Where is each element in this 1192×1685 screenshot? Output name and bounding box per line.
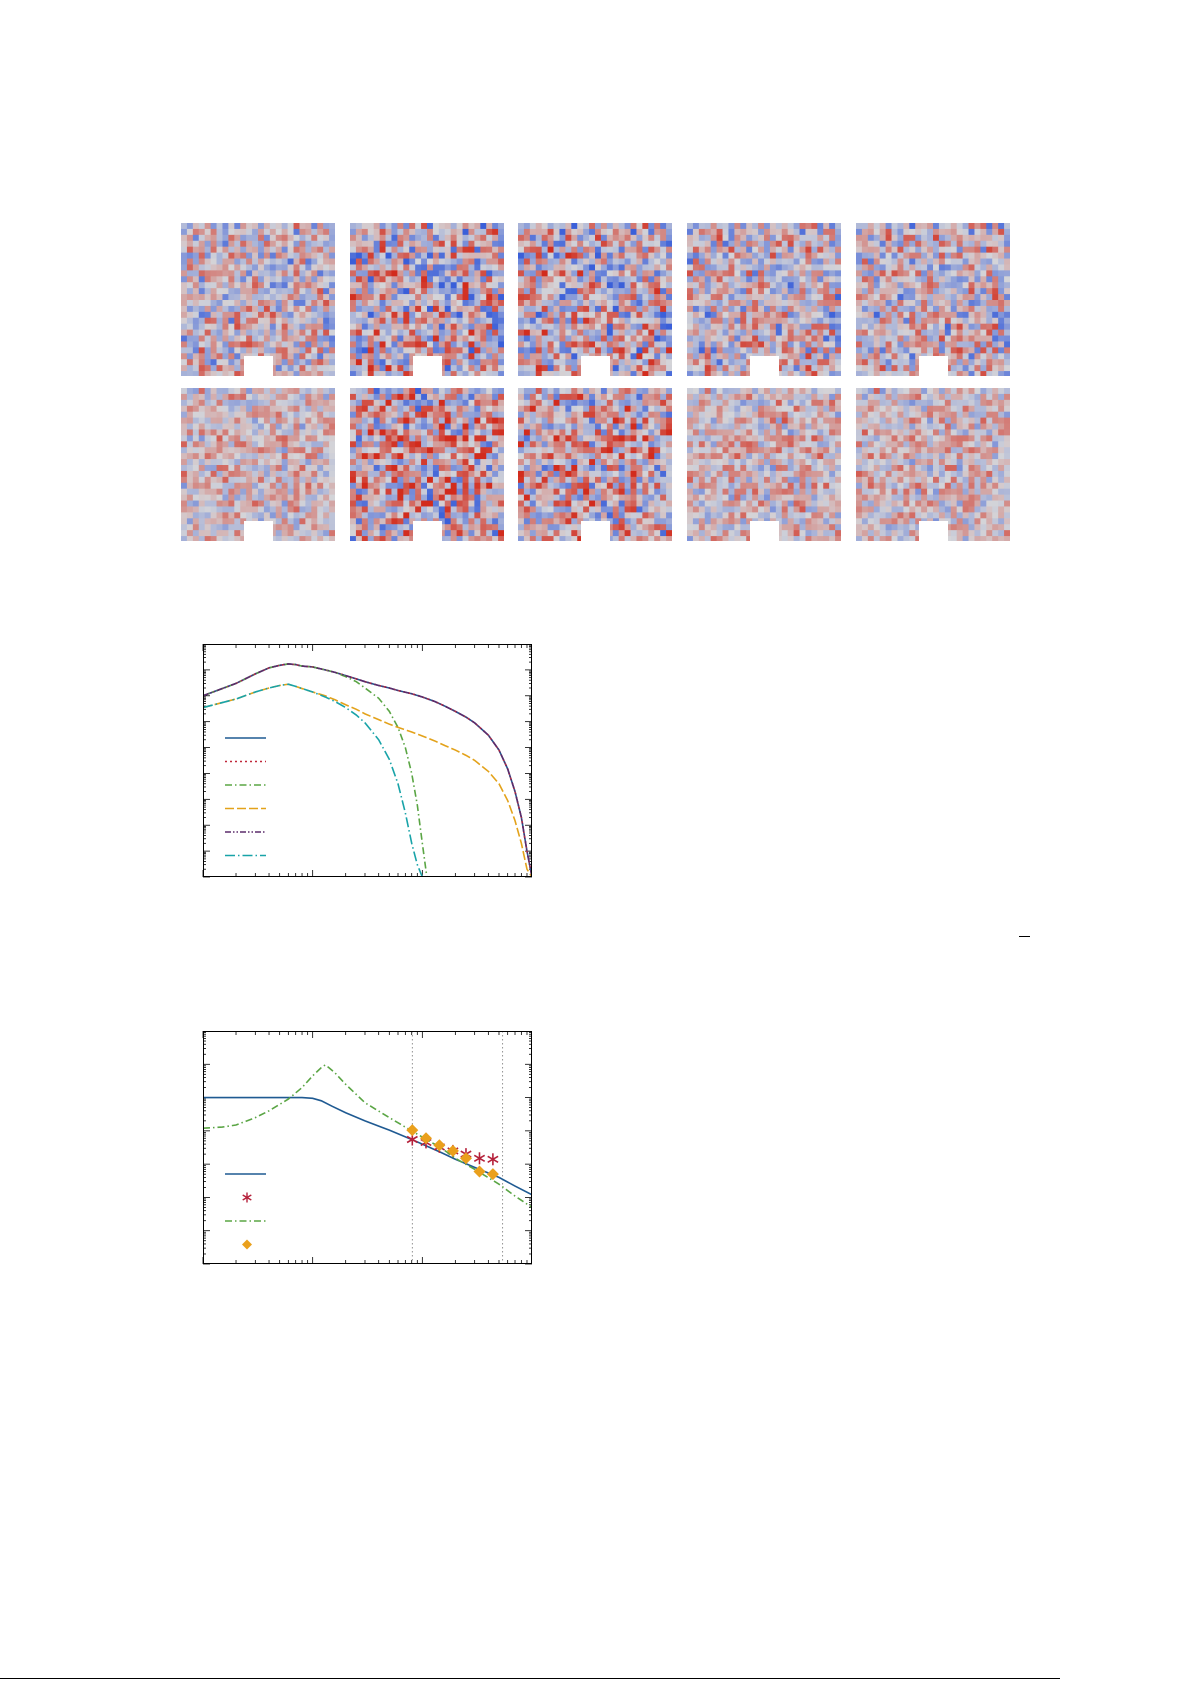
axis-ticks (202, 644, 532, 878)
field-image (518, 223, 672, 376)
field-image (181, 388, 335, 541)
field-panel-r1c5 (856, 223, 1010, 376)
series-6-line (203, 683, 424, 877)
series-4-marker (419, 1132, 432, 1145)
series-3-line (203, 1064, 532, 1209)
field-image (687, 388, 841, 541)
field-mask-notch (750, 356, 779, 376)
series-4-marker (406, 1124, 419, 1137)
field-mask-notch (750, 521, 779, 541)
series-2-marker (487, 1153, 499, 1166)
field-mask-notch (413, 521, 442, 541)
series-4-marker (473, 1165, 486, 1178)
series-4-marker (459, 1152, 472, 1165)
series-4-marker (486, 1168, 499, 1181)
field-image (181, 223, 335, 376)
field-image (856, 388, 1010, 541)
field-image (350, 223, 504, 376)
energy-spectrum-plot (202, 644, 532, 878)
field-mask-notch (244, 521, 273, 541)
vorticity-field-grid (181, 223, 1010, 541)
series-4-marker (446, 1144, 459, 1157)
legend-swatch (242, 1239, 252, 1250)
series-4-marker (433, 1139, 446, 1152)
field-mask-notch (244, 356, 273, 376)
plot-frame (203, 644, 532, 877)
field-image (350, 388, 504, 541)
field-mask-notch (581, 521, 610, 541)
field-image (518, 388, 672, 541)
series-1-line (203, 663, 532, 877)
field-mask-notch (919, 356, 948, 376)
stray-dash-mark (1019, 936, 1030, 937)
field-panel-r2c1 (181, 388, 335, 541)
field-image (687, 223, 841, 376)
field-panel-r2c4 (687, 388, 841, 541)
field-panel-r1c4 (687, 223, 841, 376)
chart-svg (202, 644, 532, 878)
transfer-function-plot (202, 1031, 532, 1265)
series-2-line (203, 663, 532, 877)
series-1-line (203, 1096, 532, 1196)
field-panel-r1c3 (518, 223, 672, 376)
series-group (203, 1064, 532, 1209)
field-mask-notch (581, 356, 610, 376)
axis-ticks (202, 1031, 532, 1265)
field-panel-r2c5 (856, 388, 1010, 541)
field-panel-r2c2 (350, 388, 504, 541)
legend-swatch (242, 1192, 252, 1203)
field-mask-notch (413, 356, 442, 376)
plot-frame (203, 1031, 532, 1264)
legend (225, 737, 266, 857)
series-group (203, 663, 532, 877)
field-mask-notch (919, 521, 948, 541)
chart-svg (202, 1031, 532, 1265)
series-4-line (203, 683, 532, 877)
field-panel-r1c2 (350, 223, 504, 376)
series-5-line (203, 663, 532, 877)
series-2-marker (473, 1152, 486, 1165)
legend (225, 1173, 266, 1250)
field-panel-r2c3 (518, 388, 672, 541)
footer-rule (0, 1678, 1060, 1679)
field-image (856, 223, 1010, 376)
field-panel-r1c1 (181, 223, 335, 376)
